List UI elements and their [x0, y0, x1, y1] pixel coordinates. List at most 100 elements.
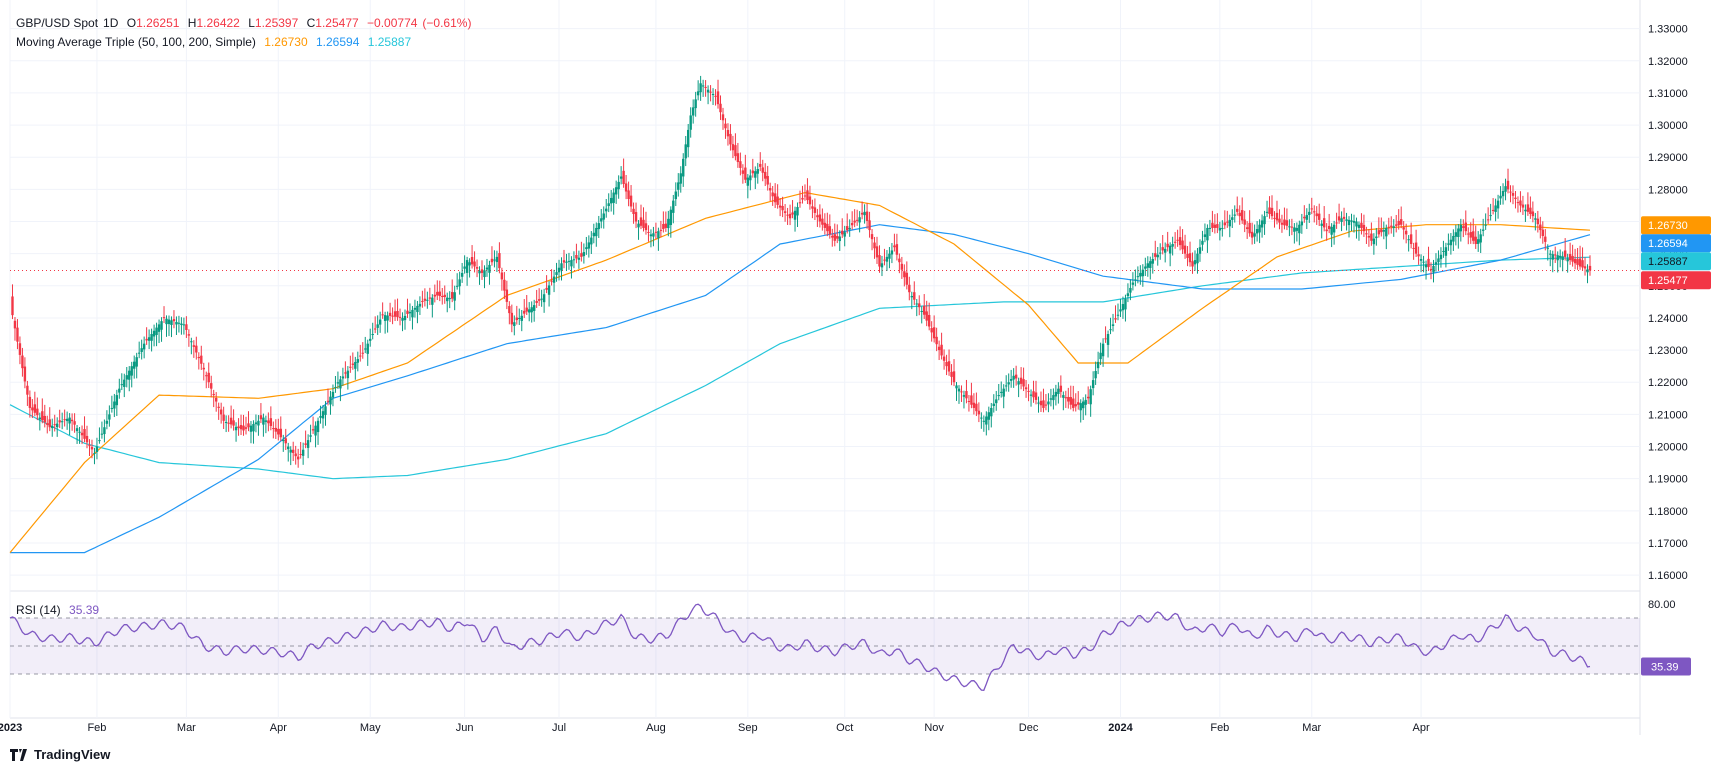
time-tick: May	[360, 722, 381, 734]
candle-body	[1250, 231, 1254, 238]
candle-body	[1412, 247, 1415, 249]
candle-body	[1419, 259, 1423, 261]
candle-body	[421, 300, 424, 302]
candle-body	[224, 422, 228, 424]
candle-body	[361, 352, 364, 354]
low-number: 1.25397	[254, 16, 299, 30]
candle-body	[1161, 247, 1164, 251]
candle-body	[883, 259, 886, 261]
candle-body	[505, 289, 509, 302]
candle-body	[595, 227, 598, 237]
candle-body	[1506, 180, 1510, 190]
candle-body	[537, 299, 541, 301]
candle-body	[617, 181, 620, 190]
candle-body	[1121, 304, 1125, 311]
candle-body	[1395, 224, 1398, 226]
candle-body	[1332, 224, 1336, 233]
candle-body	[1201, 240, 1204, 245]
candle-body	[759, 163, 762, 167]
candle-body	[88, 445, 91, 447]
candle-body	[1002, 388, 1005, 397]
candle-body	[264, 420, 268, 422]
close-number: 1.25477	[315, 16, 359, 30]
candle-body	[1245, 227, 1249, 230]
candle-body	[65, 418, 69, 422]
candle-body	[11, 296, 14, 316]
candle-body	[16, 327, 19, 342]
candle-body	[888, 253, 891, 259]
candle-body	[1566, 258, 1569, 262]
candle-body	[210, 383, 213, 389]
candle-body	[1106, 334, 1110, 345]
candle-body	[162, 317, 166, 319]
close-label: C	[306, 16, 316, 30]
candle-body	[78, 431, 81, 433]
candle-body	[289, 449, 292, 453]
candle-body	[316, 420, 320, 433]
candle-body	[1109, 329, 1112, 331]
candle-body	[1273, 217, 1276, 219]
price-tick: 1.33000	[1648, 24, 1688, 36]
candle-body	[1263, 216, 1266, 225]
candle-body	[1049, 398, 1053, 400]
footer-brand: TradingView	[34, 747, 111, 762]
candle-body	[1129, 287, 1132, 293]
candle-body	[846, 226, 849, 231]
candle-body	[177, 322, 181, 324]
candle-body	[1491, 209, 1495, 211]
candle-body	[659, 229, 663, 231]
candle-body	[1390, 225, 1393, 227]
candle-body	[1047, 401, 1050, 405]
candle-body	[1544, 236, 1547, 242]
candle-body	[560, 263, 563, 271]
candle-body	[170, 320, 173, 325]
moving-averages	[9, 191, 1640, 554]
candle-body	[455, 285, 459, 287]
price-axis[interactable]: 1.33000 1.32000 1.31000 1.30000 1.29000 1.280…	[1641, 24, 1711, 676]
candle-body	[751, 170, 754, 174]
candle-body	[694, 99, 697, 109]
candle-body	[863, 211, 866, 216]
candle-body	[292, 449, 295, 453]
candle-body	[806, 190, 809, 201]
candle-body	[841, 230, 844, 235]
candle-body	[1318, 213, 1321, 220]
candle-body	[1181, 240, 1184, 250]
candle-body	[942, 356, 946, 361]
candle-body	[918, 303, 921, 308]
candle-body	[1293, 227, 1296, 232]
time-axis[interactable]: 2023 Feb Mar Apr May Jun Jul Aug Sep Oct Nov Dec 202…	[0, 722, 1430, 734]
candle-body	[21, 355, 24, 369]
open-value: O1.26251	[127, 16, 180, 30]
candle-body	[1541, 229, 1544, 236]
candle-body	[1298, 224, 1301, 234]
candle-body	[53, 424, 56, 426]
candle-body	[1382, 230, 1386, 232]
price-label-ma100	[1641, 234, 1711, 253]
candle-body	[110, 407, 114, 409]
candle-body	[605, 208, 608, 212]
candle-body	[1484, 224, 1487, 226]
candle-body	[1149, 261, 1152, 268]
candle-body	[1337, 216, 1341, 221]
rsi-label: RSI (14)	[16, 603, 61, 617]
candle-body	[766, 175, 769, 185]
candle-body	[403, 315, 407, 321]
candle-body	[607, 203, 610, 207]
candle-body	[848, 227, 851, 230]
low-value: L1.25397	[248, 16, 298, 30]
candle-body	[878, 255, 881, 267]
candle-body	[75, 428, 79, 432]
candle-body	[386, 315, 389, 321]
candle-body	[838, 236, 841, 242]
tradingview-logo[interactable]: TradingView	[10, 747, 110, 762]
candle-body	[1571, 255, 1574, 262]
candle-body	[1385, 227, 1388, 237]
candle-body	[1203, 234, 1207, 238]
candle-body	[1044, 404, 1048, 406]
candle-body	[214, 397, 218, 402]
candle-body	[932, 327, 936, 339]
candle-body	[1139, 272, 1142, 277]
candle-body	[1283, 219, 1286, 226]
